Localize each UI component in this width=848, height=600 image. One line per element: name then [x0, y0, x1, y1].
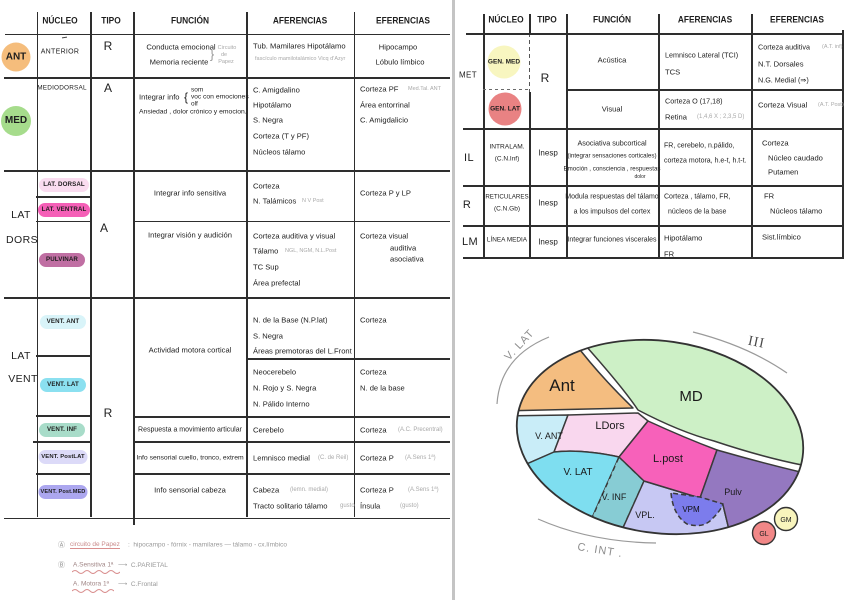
svg-text:V. INF: V. INF [602, 492, 627, 502]
svg-text:GM: GM [780, 517, 791, 524]
svg-text:C. INT .: C. INT . [577, 541, 624, 560]
svg-text:L.post: L.post [653, 453, 683, 465]
svg-text:VPL.: VPL. [635, 510, 655, 520]
svg-text:V. LAT: V. LAT [564, 467, 593, 478]
svg-text:MD: MD [679, 388, 702, 405]
svg-text:GL: GL [759, 531, 768, 538]
svg-text:Ant: Ant [549, 376, 575, 395]
svg-text:III: III [746, 334, 766, 352]
svg-text:VPM: VPM [682, 505, 700, 514]
svg-text:Pulv: Pulv [724, 487, 742, 497]
svg-text:V. ANT: V. ANT [535, 431, 563, 441]
svg-text:LDors: LDors [595, 420, 625, 432]
